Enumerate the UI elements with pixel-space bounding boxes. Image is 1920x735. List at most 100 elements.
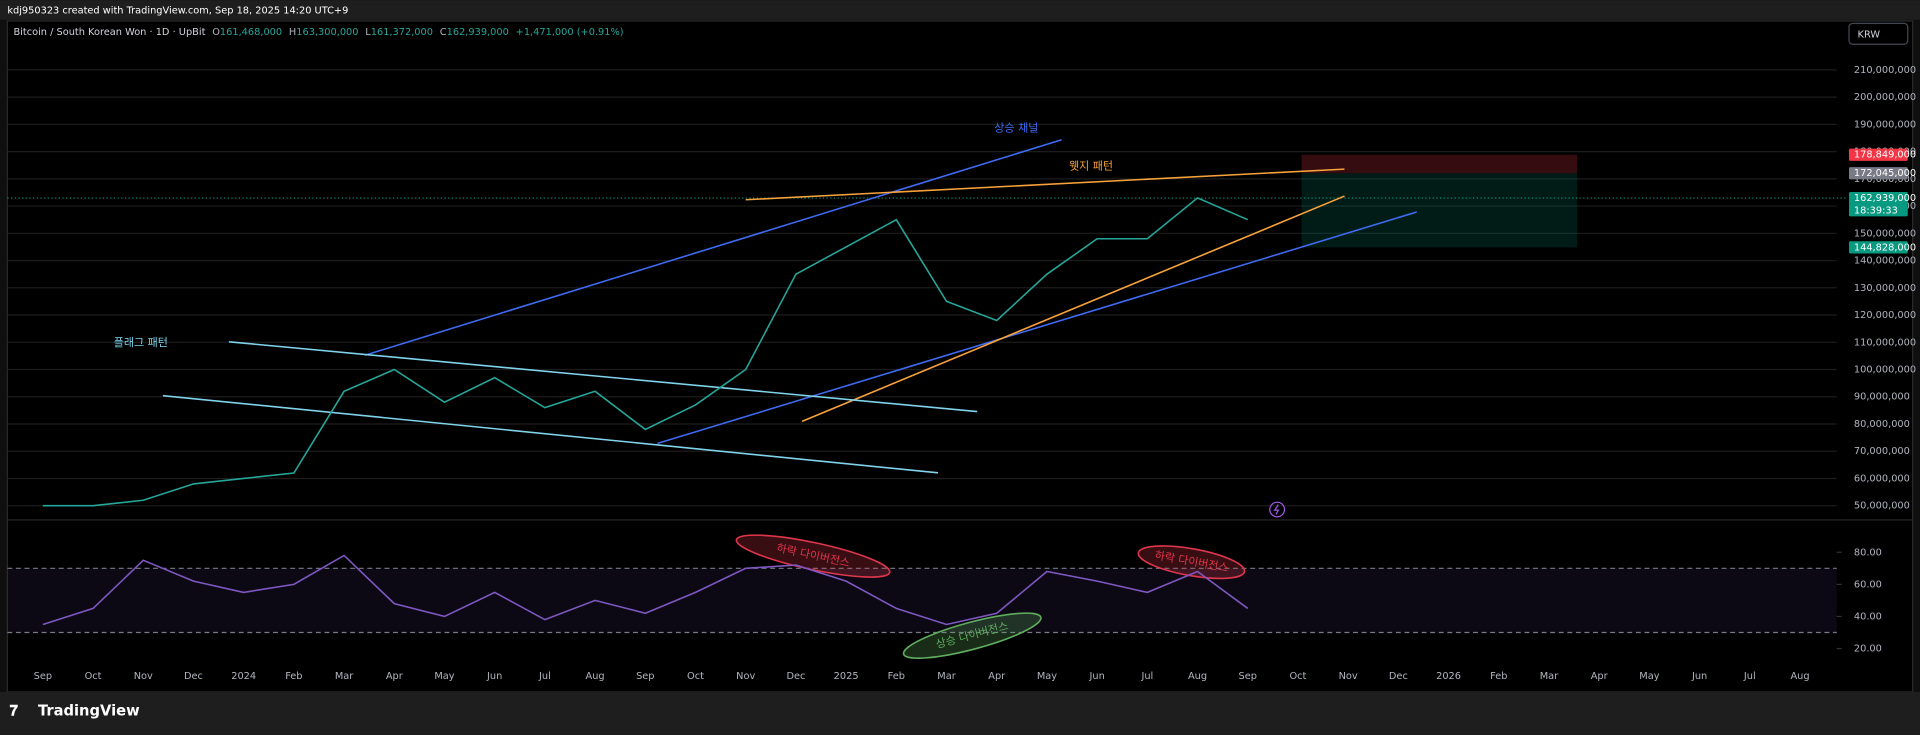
c-key: C: [440, 27, 447, 38]
channel-lower: [657, 211, 1417, 445]
x-tick-label: Mar: [1540, 671, 1559, 682]
x-tick-label: May: [1639, 671, 1659, 682]
currency[interactable]: KRW: [1858, 29, 1881, 40]
symbol: Bitcoin / South Korean Won · 1D · UpBit: [13, 27, 205, 38]
wedge-upper: [745, 168, 1345, 201]
y-tick-label: 50,000,000: [1854, 501, 1910, 512]
y-tick-label: 80,000,000: [1854, 419, 1910, 430]
price-label: 172,045,000: [1854, 168, 1916, 179]
x-tick-label: Oct: [85, 671, 102, 682]
y-tick-label: 200,000,000: [1854, 92, 1916, 103]
y-tick-label: 70,000,000: [1854, 446, 1910, 457]
logo-mark: 𝟕: [10, 703, 19, 720]
h-key: H: [289, 27, 296, 38]
price-label-bg: [1848, 191, 1908, 217]
x-tick-label: 2026: [1436, 671, 1461, 682]
price-label: 178,849,000: [1854, 150, 1916, 161]
x-tick-label: 2025: [834, 671, 859, 682]
x-tick-label: Oct: [1289, 671, 1306, 682]
x-tick-label: Aug: [586, 671, 605, 682]
y-tick-label: 130,000,000: [1854, 283, 1916, 294]
y-tick-label: 20.00: [1854, 644, 1882, 655]
drawings: [162, 138, 1417, 659]
price-label-bg: [1848, 167, 1908, 180]
annotation: 웻지 패턴: [1069, 160, 1113, 173]
x-tick-label: Jun: [1088, 671, 1104, 682]
x-tick-label: Apr: [988, 671, 1006, 682]
currency-button[interactable]: [1848, 22, 1909, 45]
x-tick-label: Nov: [1339, 671, 1358, 682]
y-tick-label: 120,000,000: [1854, 310, 1916, 321]
x-tick-label: Feb: [888, 671, 905, 682]
o-key: O: [212, 27, 220, 38]
y-tick-label: 190,000,000: [1854, 119, 1916, 130]
stop-zone: [1301, 154, 1578, 174]
brand: TradingView: [38, 703, 140, 720]
annotation: 상승 채널: [994, 122, 1038, 135]
x-tick-label: Jul: [1743, 671, 1756, 682]
x-tick-label: May: [1037, 671, 1057, 682]
price-label-bg: [1848, 241, 1908, 254]
x-tick-label: Feb: [285, 671, 302, 682]
price-label: 144,828,000: [1854, 242, 1916, 253]
y-tick-label: 40.00: [1854, 611, 1882, 622]
x-tick-label: Jul: [538, 671, 551, 682]
target-zone: [1301, 173, 1578, 248]
x-tick-label: Oct: [687, 671, 704, 682]
flag-lower: [162, 394, 939, 474]
price-label-bg: [1848, 148, 1908, 161]
x-tick-label: Jul: [1140, 671, 1153, 682]
h-val: 163,300,000: [296, 27, 358, 38]
x-tick-label: Nov: [134, 671, 153, 682]
rsi-band: [7, 568, 1837, 633]
y-tick-label: 60.00: [1854, 579, 1882, 590]
x-tick-label: Jun: [1691, 671, 1707, 682]
y-tick-label: 140,000,000: [1854, 256, 1916, 267]
x-tick-label: Aug: [1790, 671, 1809, 682]
caption: kdj950323 created with TradingView.com, …: [7, 6, 348, 17]
countdown: 18:39:33: [1854, 205, 1898, 216]
x-tick-label: May: [434, 671, 454, 682]
l-key: L: [365, 27, 371, 38]
flag-upper: [228, 340, 978, 413]
x-tick-label: Apr: [386, 671, 404, 682]
x-tick-label: Feb: [1490, 671, 1507, 682]
wedge-lower: [801, 195, 1345, 423]
div-ellipse: [902, 612, 1042, 659]
header-bar: [0, 0, 1920, 20]
y-tick-label: 60,000,000: [1854, 473, 1910, 484]
x-tick-label: Nov: [736, 671, 755, 682]
x-tick-label: Dec: [786, 671, 805, 682]
symbol-legend: Bitcoin / South Korean Won · 1D · UpBit …: [13, 27, 623, 38]
x-tick-label: Dec: [184, 671, 203, 682]
y-tick-label: 80.00: [1854, 547, 1882, 558]
x-tick-label: Sep: [1239, 671, 1257, 682]
annotation: 플래그 패턴: [114, 336, 168, 349]
y-tick-label: 110,000,000: [1854, 337, 1916, 348]
y-tick-label: 210,000,000: [1854, 65, 1916, 76]
x-tick-label: Mar: [937, 671, 956, 682]
series-line: [42, 196, 1249, 507]
y-tick-label: 100,000,000: [1854, 365, 1916, 376]
series-line: [42, 554, 1249, 626]
x-tick-label: Mar: [335, 671, 354, 682]
alert-icon[interactable]: [1269, 501, 1286, 518]
price-label: 162,939,000: [1854, 193, 1916, 204]
x-tick-label: Sep: [636, 671, 654, 682]
alert-bolt: [1273, 504, 1280, 515]
x-tick-label: Jun: [486, 671, 502, 682]
y-tick-label: 150,000,000: [1854, 228, 1916, 239]
l-val: 161,372,000: [371, 27, 433, 38]
channel-upper: [364, 138, 1062, 357]
c-val: 162,939,000: [447, 27, 509, 38]
x-tick-label: 2024: [231, 671, 256, 682]
footer-bar: [0, 691, 1920, 735]
x-tick-label: Dec: [1389, 671, 1408, 682]
change: +1,471,000 (+0.91%): [516, 27, 624, 38]
y-tick-label: 90,000,000: [1854, 392, 1910, 403]
o-val: 161,468,000: [220, 27, 282, 38]
x-tick-label: Aug: [1188, 671, 1207, 682]
x-tick-label: Apr: [1591, 671, 1609, 682]
x-tick-label: Sep: [34, 671, 52, 682]
